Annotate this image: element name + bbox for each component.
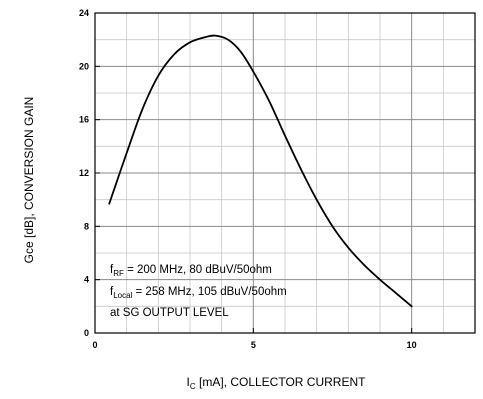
axis-ticks: 0 4 8 12 16 20 24 0 5 10: [79, 8, 417, 350]
annotation-text: = 200 MHz, 80 dBuV/50ohm: [124, 264, 272, 276]
annotation-subscript: RF: [113, 269, 124, 278]
y-tick-label: 0: [84, 328, 89, 338]
x-axis-label-symbol: I: [187, 375, 190, 389]
y-tick-label: 8: [84, 221, 89, 231]
y-tick-label: 24: [79, 8, 89, 18]
x-axis-label-text: [mA], COLLECTOR CURRENT: [196, 375, 366, 389]
x-tick-label: 5: [251, 340, 256, 350]
y-tick-label: 4: [84, 275, 89, 285]
annotation-line-2: fLocal = 258 MHz, 105 dBuV/50ohm: [110, 286, 287, 300]
x-axis-label-subscript: C: [190, 382, 196, 391]
y-tick-label: 16: [79, 115, 89, 125]
x-axis-label: IC [mA], COLLECTOR CURRENT: [187, 375, 367, 391]
annotation-line-3: at SG OUTPUT LEVEL: [110, 307, 229, 319]
x-tick-label: 0: [92, 340, 97, 350]
annotation-line-1: fRF = 200 MHz, 80 dBuV/50ohm: [110, 264, 272, 278]
grid-lines: [95, 13, 475, 333]
x-tick-label: 10: [407, 340, 417, 350]
y-tick-label: 12: [79, 168, 89, 178]
annotation-symbol: f: [110, 264, 114, 276]
y-tick-label: 20: [79, 61, 89, 71]
series-line-conversion-gain: [108, 34, 413, 308]
annotation-subscript: Local: [113, 291, 132, 300]
annotation-symbol: f: [110, 286, 114, 298]
y-axis-label: Gce [dB], CONVERSION GAIN: [22, 97, 36, 264]
annotation-text: = 258 MHz, 105 dBuV/50ohm: [132, 286, 286, 298]
